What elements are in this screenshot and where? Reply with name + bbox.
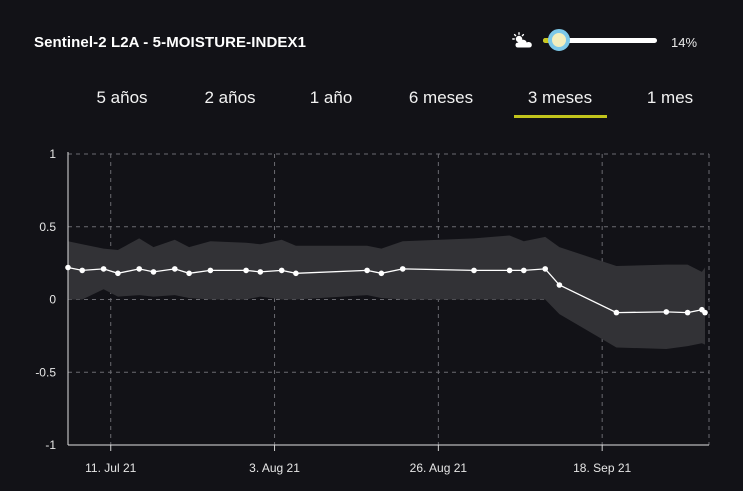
data-point xyxy=(172,266,178,272)
chart-axes xyxy=(67,152,709,451)
tab-5-years[interactable]: 5 años xyxy=(96,88,148,107)
data-point xyxy=(684,309,691,316)
cloud-coverage-slider[interactable] xyxy=(543,28,657,52)
data-point xyxy=(663,309,670,315)
min-max-band xyxy=(68,235,705,349)
chart-header: Sentinel-2 L2A - 5-MOISTURE-INDEX1 14% xyxy=(0,0,743,80)
data-point xyxy=(100,266,107,272)
tab-3-months[interactable]: 3 meses xyxy=(527,88,593,107)
data-point xyxy=(79,267,85,274)
data-point xyxy=(136,266,142,272)
data-point xyxy=(257,269,264,275)
y-tick-label: 0.5 xyxy=(39,220,56,234)
data-point xyxy=(186,270,192,277)
data-point xyxy=(150,269,157,275)
y-tick-label: 0 xyxy=(49,293,56,307)
data-point xyxy=(506,267,513,274)
data-point xyxy=(293,270,299,277)
slider-track[interactable] xyxy=(543,38,657,43)
tab-1-month[interactable]: 1 mes xyxy=(646,88,694,107)
data-point xyxy=(207,267,214,274)
slider-thumb[interactable] xyxy=(547,29,570,51)
data-point xyxy=(702,309,708,316)
data-point xyxy=(115,270,121,277)
chart-series xyxy=(65,264,708,316)
x-tick-label: 18. Sep 21 xyxy=(573,461,631,475)
data-point xyxy=(378,270,385,277)
x-tick-label: 11. Jul 21 xyxy=(85,461,136,475)
x-tick-label: 26. Aug 21 xyxy=(410,461,468,475)
y-tick-label: -0.5 xyxy=(35,365,56,379)
time-range-tabs: 5 años 2 años 1 año 6 meses 3 meses 1 me… xyxy=(0,80,743,120)
data-point xyxy=(471,267,477,274)
cloud-sun-icon xyxy=(512,32,532,48)
chart-range-band xyxy=(68,235,705,349)
data-point xyxy=(278,267,285,274)
data-point xyxy=(243,267,249,274)
data-point xyxy=(65,264,71,271)
tab-6-months[interactable]: 6 meses xyxy=(408,88,474,107)
moisture-index-chart: 1 0.5 0 -0.5 -1 11. Jul 21 3. Aug 21 26. Aug 21… xyxy=(35,147,710,475)
tab-1-year[interactable]: 1 año xyxy=(309,88,353,107)
x-tick-label: 3. Aug 21 xyxy=(249,461,300,475)
active-tab-indicator xyxy=(514,115,607,118)
cloud-coverage-value: 14% xyxy=(671,35,698,50)
chart-tick-labels: 1 0.5 0 -0.5 -1 11. Jul 21 3. Aug 21 26. Aug 21… xyxy=(35,147,631,475)
y-tick-label: 1 xyxy=(49,147,56,161)
tab-2-years[interactable]: 2 años xyxy=(204,88,256,107)
data-point xyxy=(399,266,406,272)
data-point xyxy=(613,309,620,316)
data-point xyxy=(542,266,548,272)
chart-title: Sentinel-2 L2A - 5-MOISTURE-INDEX1 xyxy=(34,34,307,51)
data-point xyxy=(364,267,370,274)
y-tick-label: -1 xyxy=(45,438,56,452)
data-point xyxy=(521,267,527,274)
data-point xyxy=(556,282,563,288)
